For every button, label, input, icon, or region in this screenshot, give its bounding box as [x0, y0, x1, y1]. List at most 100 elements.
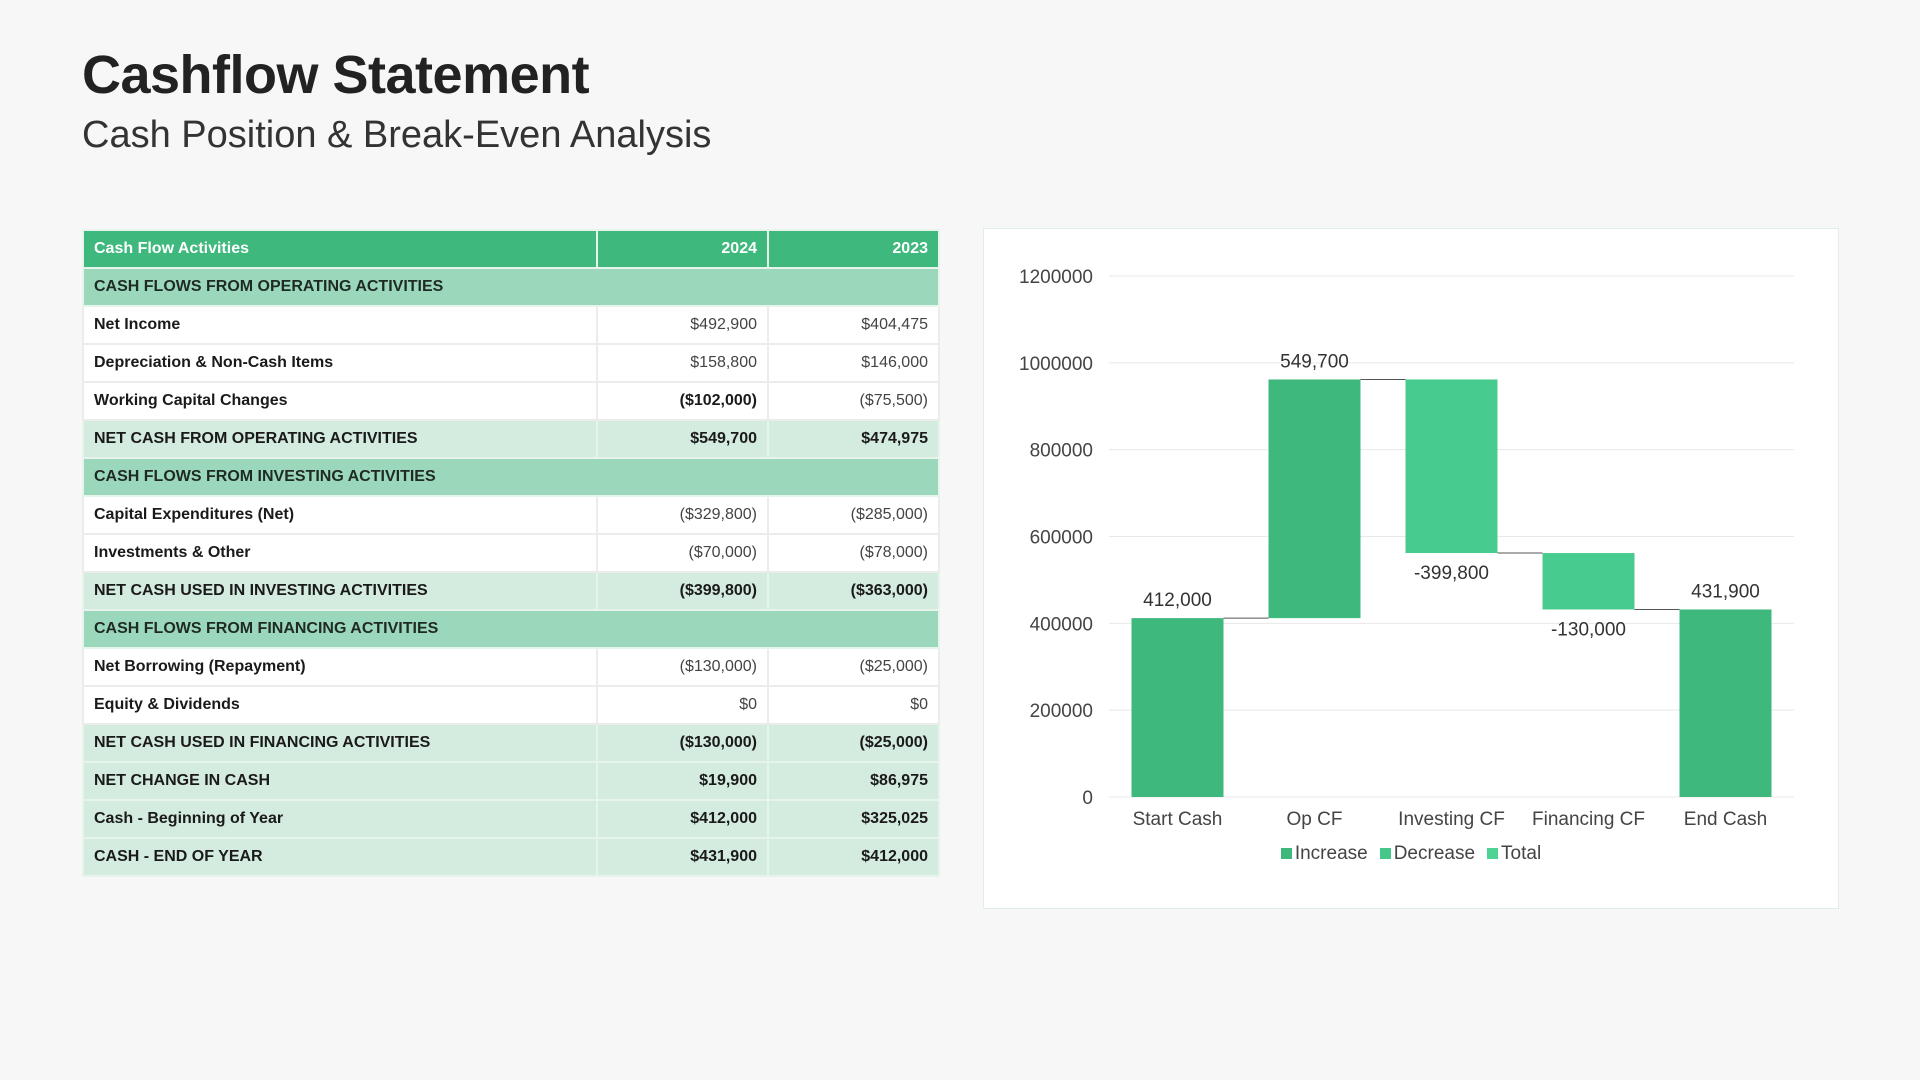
legend-item-total: Total	[1487, 843, 1541, 865]
value-2023: $404,475	[767, 305, 940, 345]
y-tick-label: 1000000	[1019, 354, 1093, 375]
page-subtitle: Cash Position & Break-Even Analysis	[82, 114, 712, 156]
x-tick-label: Investing CF	[1398, 809, 1505, 830]
section-label: CASH FLOWS FROM INVESTING ACTIVITIES	[82, 457, 940, 497]
value-2024: $0	[596, 685, 769, 725]
value-2024: ($329,800)	[596, 495, 769, 535]
value-2024: $492,900	[596, 305, 769, 345]
x-tick-label: Start Cash	[1133, 809, 1223, 830]
value-2023: ($25,000)	[767, 647, 940, 687]
value-2023: $412,000	[767, 837, 940, 877]
legend-label: Increase	[1294, 843, 1368, 864]
table-section-row: CASH FLOWS FROM OPERATING ACTIVITIES	[82, 267, 940, 307]
value-2023: ($78,000)	[767, 533, 940, 573]
value-2024: ($102,000)	[596, 381, 769, 421]
cashflow-table: Cash Flow Activities 2024 2023 CASH FLOW…	[82, 229, 940, 877]
row-label: CASH - END OF YEAR	[82, 837, 598, 877]
row-label: NET CASH FROM OPERATING ACTIVITIES	[82, 419, 598, 459]
y-tick-label: 200000	[1030, 701, 1093, 722]
waterfall-chart: 0 200000 400000 600000 800000 1000000 1200000 4…	[1019, 267, 1794, 830]
row-label: Depreciation & Non-Cash Items	[82, 343, 598, 383]
table-row: Working Capital Changes ($102,000) ($75,50…	[82, 381, 940, 421]
row-label: Investments & Other	[82, 533, 598, 573]
value-2023: ($25,000)	[767, 723, 940, 763]
legend-item-increase: Increase	[1280, 843, 1368, 865]
value-2023: ($75,500)	[767, 381, 940, 421]
legend-label: Decrease	[1393, 843, 1476, 864]
section-label: CASH FLOWS FROM OPERATING ACTIVITIES	[82, 267, 940, 307]
header-activities: Cash Flow Activities	[82, 229, 598, 269]
row-label: NET CASH USED IN INVESTING ACTIVITIES	[82, 571, 598, 611]
table-row: Net Borrowing (Repayment) ($130,000) ($25,…	[82, 647, 940, 687]
table-row: Net Income $492,900 $404,475	[82, 305, 940, 345]
legend-swatch	[1379, 848, 1391, 859]
table-total-row: NET CASH USED IN INVESTING ACTIVITIES ($3…	[82, 571, 940, 611]
value-2023: $0	[767, 685, 940, 725]
header-2023: 2023	[767, 229, 940, 269]
value-2023: $474,975	[767, 419, 940, 459]
table-row: Equity & Dividends $0 $0	[82, 685, 940, 725]
legend-swatch	[1280, 848, 1292, 859]
chart-legend: Increase Decrease Total	[984, 843, 1838, 865]
x-tick-label: Op CF	[1287, 809, 1343, 830]
data-label: -130,000	[1551, 619, 1626, 640]
table-body: CASH FLOWS FROM OPERATING ACTIVITIES Net …	[82, 267, 940, 877]
table-row: Depreciation & Non-Cash Items $158,800 $14…	[82, 343, 940, 383]
bar-investing-cf	[1405, 379, 1498, 554]
value-2024: ($70,000)	[596, 533, 769, 573]
y-tick-label: 800000	[1030, 441, 1093, 462]
row-label: Net Borrowing (Repayment)	[82, 647, 598, 687]
value-2024: ($130,000)	[596, 723, 769, 763]
table-total-row: NET CHANGE IN CASH $19,900 $86,975	[82, 761, 940, 801]
legend-swatch	[1487, 848, 1499, 859]
table-section-row: CASH FLOWS FROM FINANCING ACTIVITIES	[82, 609, 940, 649]
table-total-row: NET CASH USED IN FINANCING ACTIVITIES ($1…	[82, 723, 940, 763]
value-2023: ($363,000)	[767, 571, 940, 611]
data-label: 549,700	[1280, 351, 1349, 372]
value-2023: $86,975	[767, 761, 940, 801]
data-label: 431,900	[1691, 581, 1760, 602]
row-label: Capital Expenditures (Net)	[82, 495, 598, 535]
page-title: Cashflow Statement	[82, 45, 590, 105]
value-2024: $412,000	[596, 799, 769, 839]
table-total-row: Cash - Beginning of Year $412,000 $325,025	[82, 799, 940, 839]
data-label: -399,800	[1414, 563, 1489, 584]
bar-financing-cf	[1542, 553, 1635, 610]
value-2024: ($399,800)	[596, 571, 769, 611]
bar-end-cash	[1679, 609, 1772, 797]
table-header-row: Cash Flow Activities 2024 2023	[82, 229, 940, 269]
table-row: Capital Expenditures (Net) ($329,800) ($28…	[82, 495, 940, 535]
value-2024: ($130,000)	[596, 647, 769, 687]
table-total-row: CASH - END OF YEAR $431,900 $412,000	[82, 837, 940, 877]
value-2024: $19,900	[596, 761, 769, 801]
section-label: CASH FLOWS FROM FINANCING ACTIVITIES	[82, 609, 940, 649]
row-label: Net Income	[82, 305, 598, 345]
header-2024: 2024	[596, 229, 769, 269]
value-2023: $325,025	[767, 799, 940, 839]
bar-start-cash	[1131, 618, 1224, 797]
bar-op-cf	[1268, 379, 1361, 619]
waterfall-chart-card: 0 200000 400000 600000 800000 1000000 1200000 4…	[983, 228, 1839, 909]
legend-label: Total	[1501, 843, 1542, 864]
table-section-row: CASH FLOWS FROM INVESTING ACTIVITIES	[82, 457, 940, 497]
value-2023: ($285,000)	[767, 495, 940, 535]
row-label: NET CHANGE IN CASH	[82, 761, 598, 801]
value-2024: $158,800	[596, 343, 769, 383]
row-label: Working Capital Changes	[82, 381, 598, 421]
cashflow-table-container: Cash Flow Activities 2024 2023 CASH FLOW…	[82, 229, 940, 877]
y-tick-label: 400000	[1030, 614, 1093, 635]
value-2024: $431,900	[596, 837, 769, 877]
row-label: NET CASH USED IN FINANCING ACTIVITIES	[82, 723, 598, 763]
y-tick-label: 0	[1082, 788, 1093, 809]
value-2023: $146,000	[767, 343, 940, 383]
row-label: Cash - Beginning of Year	[82, 799, 598, 839]
y-tick-label: 600000	[1030, 528, 1093, 549]
row-label: Equity & Dividends	[82, 685, 598, 725]
x-tick-label: End Cash	[1684, 809, 1767, 830]
legend-item-decrease: Decrease	[1379, 843, 1476, 865]
value-2024: $549,700	[596, 419, 769, 459]
x-tick-label: Financing CF	[1532, 809, 1645, 830]
y-tick-label: 1200000	[1019, 267, 1093, 288]
table-row: Investments & Other ($70,000) ($78,000)	[82, 533, 940, 573]
data-label: 412,000	[1143, 590, 1212, 611]
